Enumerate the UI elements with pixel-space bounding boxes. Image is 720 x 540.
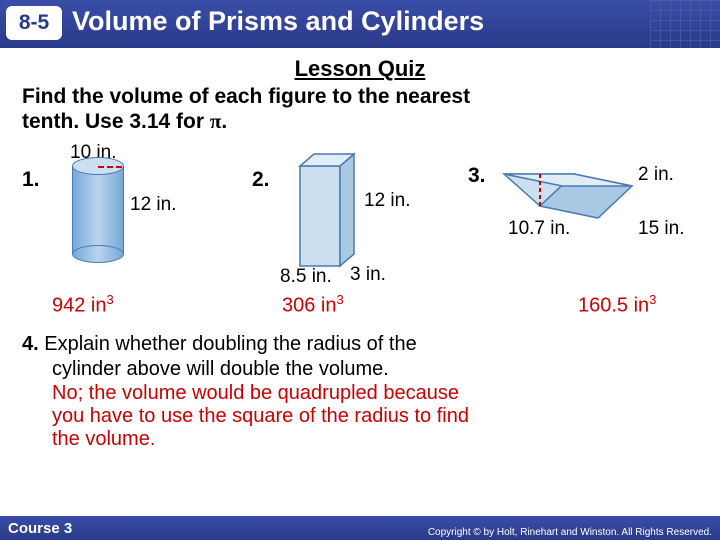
problem-4-question-l2: cylinder above will double the volume. — [22, 358, 389, 380]
problem-2-height: 12 in. — [364, 190, 410, 212]
problem-3-answer-exp: 3 — [649, 292, 656, 307]
pi-symbol: π — [210, 109, 222, 133]
problem-1-answer: 942 in3 — [52, 292, 114, 318]
problem-1-number: 1. — [22, 168, 40, 192]
problem-2-answer: 306 in3 — [282, 292, 344, 318]
problem-2-number: 2. — [252, 168, 270, 192]
problem-2-answer-exp: 3 — [337, 292, 344, 307]
problems-row: 1. 10 in. 12 in. 942 in3 2. 12 in. 8.5 — [22, 142, 698, 332]
header-title: Volume of Prisms and Cylinders — [72, 6, 484, 37]
problem-3-height: 2 in. — [638, 164, 674, 186]
problem-1-height: 12 in. — [130, 194, 176, 216]
cylinder-bottom-ellipse — [72, 245, 124, 263]
problem-2-depth: 3 in. — [350, 264, 386, 286]
problem-4-question-l1: Explain whether doubling the radius of t… — [44, 333, 416, 355]
cylinder-radius-line — [98, 166, 122, 168]
problem-2-answer-value: 306 in — [282, 295, 337, 317]
problem-1-answer-exp: 3 — [107, 292, 114, 307]
header-bar: 8-5 Volume of Prisms and Cylinders — [0, 0, 720, 48]
problem-3-base: 10.7 in. — [508, 218, 570, 240]
rectangular-prism-shape — [292, 148, 362, 273]
problem-3-answer: 160.5 in3 — [578, 292, 656, 318]
instructions-line2b: . — [221, 110, 227, 133]
problem-4-number: 4. — [22, 333, 39, 355]
problem-4-answer-l3: the volume. — [52, 428, 155, 450]
instructions-line2a: tenth. Use 3.14 for — [22, 110, 210, 133]
problem-3-answer-value: 160.5 in — [578, 295, 649, 317]
cylinder-shape — [72, 166, 124, 254]
lesson-number-badge: 8-5 — [6, 6, 62, 40]
course-label: Course 3 — [8, 520, 72, 537]
cylinder-body — [72, 166, 124, 254]
problem-4-answer-l1: No; the volume would be quadrupled becau… — [52, 382, 459, 404]
problem-1-answer-value: 942 in — [52, 295, 107, 317]
problem-3-number: 3. — [468, 164, 486, 188]
instructions: Find the volume of each figure to the ne… — [22, 84, 698, 134]
footer-bar: Course 3 Copyright © by Holt, Rinehart a… — [0, 516, 720, 540]
quiz-title: Lesson Quiz — [22, 56, 698, 82]
problem-2-width: 8.5 in. — [280, 266, 332, 288]
copyright-text: Copyright © by Holt, Rinehart and Winsto… — [428, 527, 712, 538]
problem-4-answer: No; the volume would be quadrupled becau… — [0, 382, 720, 451]
problem-4-answer-l2: you have to use the square of the radius… — [52, 405, 469, 427]
problem-4: 4. Explain whether doubling the radius o… — [0, 332, 720, 382]
grid-decoration — [650, 0, 720, 48]
problem-3-length: 15 in. — [638, 218, 684, 240]
instructions-line1: Find the volume of each figure to the ne… — [22, 85, 470, 108]
content-area: Lesson Quiz Find the volume of each figu… — [0, 48, 720, 332]
